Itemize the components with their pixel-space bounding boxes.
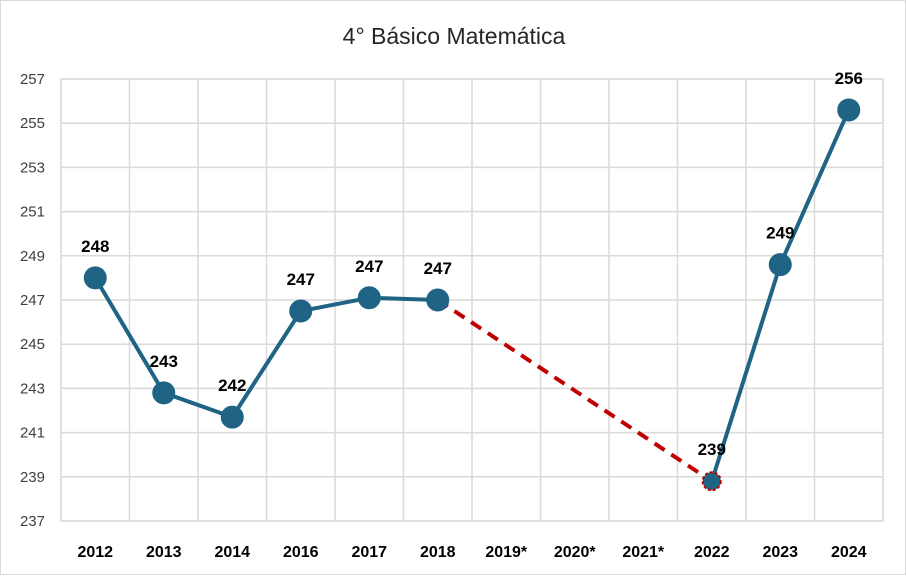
x-tick-label: 2014 [214,544,250,561]
x-tick-label: 2020* [554,544,597,561]
x-axis-ticks: 2012 2013 2014 2016 2017 2018 2019* 2020* 2021* 2… [77,544,866,561]
series-line-segment [298,295,372,314]
x-tick-label: 2017 [351,544,387,561]
series-point [289,299,313,323]
series-point [701,471,722,492]
series-point [837,98,861,122]
series-point [220,405,244,429]
data-label: 247 [424,259,452,278]
chart-title: 4° Básico Matemática [343,23,566,49]
y-tick-label: 253 [20,159,45,176]
y-tick-label: 251 [20,204,45,221]
series-line-segment [93,275,166,395]
data-label: 247 [287,270,315,289]
gap-connector-dashed [436,298,713,483]
x-tick-label: 2016 [283,544,319,561]
data-label: 239 [698,440,726,459]
y-tick-label: 255 [20,115,45,132]
data-labels: 248 243 242 247 247 247 239 249 256 [81,69,863,459]
data-label: 249 [766,224,794,243]
x-tick-label: 2024 [831,544,867,561]
series-point [152,381,176,405]
series-point [357,286,381,310]
grid-lines [60,78,884,522]
x-tick-label: 2012 [77,544,113,561]
series-line-segment [230,309,303,420]
y-tick-label: 249 [20,248,45,265]
series-point [83,266,107,290]
series-line-segment [709,262,783,484]
x-tick-label: 2019* [485,544,528,561]
series-point [426,288,450,312]
x-tick-label: 2023 [762,544,798,561]
x-tick-label: 2021* [622,544,665,561]
y-tick-label: 243 [20,380,45,397]
data-label: 248 [81,237,109,256]
y-tick-label: 257 [20,71,45,88]
series-point [768,253,792,277]
y-tick-label: 245 [20,336,45,353]
x-tick-label: 2018 [420,544,456,561]
data-label: 242 [218,376,246,395]
data-label: 243 [150,352,178,371]
x-tick-label: 2022 [694,544,730,561]
y-tick-label: 237 [20,513,45,530]
y-tick-label: 247 [20,292,45,309]
y-tick-label: 239 [20,469,45,486]
data-label: 256 [835,69,863,88]
x-tick-label: 2013 [146,544,182,561]
series-line-segment [161,390,235,420]
series-points [83,98,861,492]
y-tick-label: 241 [20,425,45,442]
y-axis-ticks: 237 239 241 243 245 247 249 251 253 255 257 [20,71,45,530]
series-line-segment [778,107,851,267]
data-label: 247 [355,257,383,276]
